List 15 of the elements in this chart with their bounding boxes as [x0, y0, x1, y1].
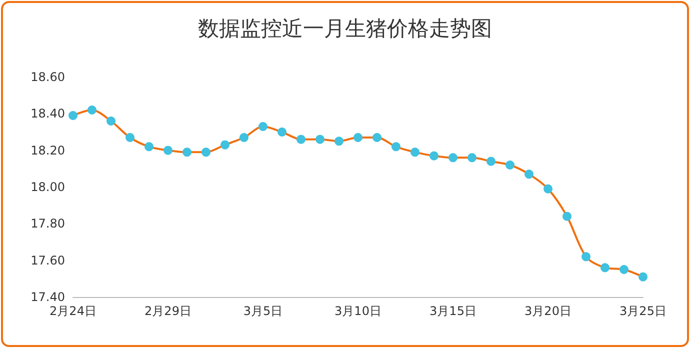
y-tick-label: 18.00 — [30, 180, 65, 194]
x-tick-label: 2月24日 — [50, 304, 96, 318]
x-tick-label: 3月5日 — [243, 304, 283, 318]
y-tick-label: 18.40 — [30, 106, 65, 121]
y-tick-label: 17.80 — [30, 216, 65, 231]
x-tick-label: 3月10日 — [334, 304, 382, 318]
x-tick-label: 3月20日 — [524, 304, 572, 318]
y-tick-label: 18.60 — [30, 70, 65, 84]
x-tick-label: 2月29日 — [144, 304, 192, 318]
y-tick-label: 18.20 — [30, 143, 65, 158]
chart-title: 数据监控近一月生猪价格走势图 — [198, 16, 492, 40]
y-tick-label: 17.40 — [30, 290, 65, 304]
y-tick-label: 17.60 — [30, 253, 65, 268]
x-tick-label: 3月25日 — [620, 304, 666, 318]
x-tick-label: 3月15日 — [430, 304, 476, 318]
